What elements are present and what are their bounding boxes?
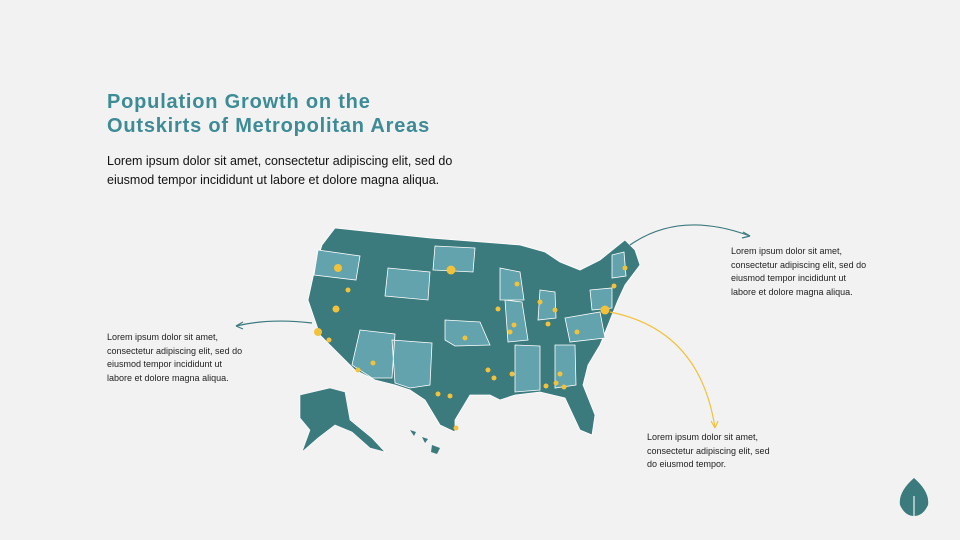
text-line: Lorem ipsum dolor sit amet, [647,432,759,442]
city-dots [314,264,628,431]
text-line: eiusmod tempor incididunt ut labore et d… [107,173,440,187]
text-line: labore et dolore magna aliqua. [107,372,229,383]
arrows [235,224,751,429]
annotation: Lorem ipsum dolor sit amet, consectetur a… [107,331,242,385]
us-map [299,227,641,454]
text-line: consectetur adipiscing elit, sed do [731,259,867,270]
text-line: Outskirts of Metropolitan Areas [107,115,430,137]
text-line: consectetur adipiscing elit, sed [647,445,770,456]
text-line: Lorem ipsum dolor sit amet, consectetur … [107,154,453,168]
slide-title: Population Growth on the Outskirts of Met… [107,90,430,138]
annotation: Lorem ipsum dolor sit amet, consectetur a… [731,245,866,299]
text-line: Lorem ipsum dolor sit amet, [731,246,843,256]
text-line: Lorem ipsum dolor sit amet, [107,332,219,342]
text-line: do eiusmod tempor. [647,459,727,470]
logo [899,478,929,516]
intro-text: Lorem ipsum dolor sit amet, consectetur … [107,152,452,190]
annotation: Lorem ipsum dolor sit amet, consectetur a… [647,431,770,472]
text-line: consectetur adipiscing elit, sed do [107,345,243,356]
text-line: eiusmod tempor incididunt ut [731,273,847,284]
text-line: eiusmod tempor incididunt ut [107,359,223,370]
text-line: labore et dolore magna aliqua. [731,286,853,297]
text-line: Population Growth on the [107,91,371,113]
